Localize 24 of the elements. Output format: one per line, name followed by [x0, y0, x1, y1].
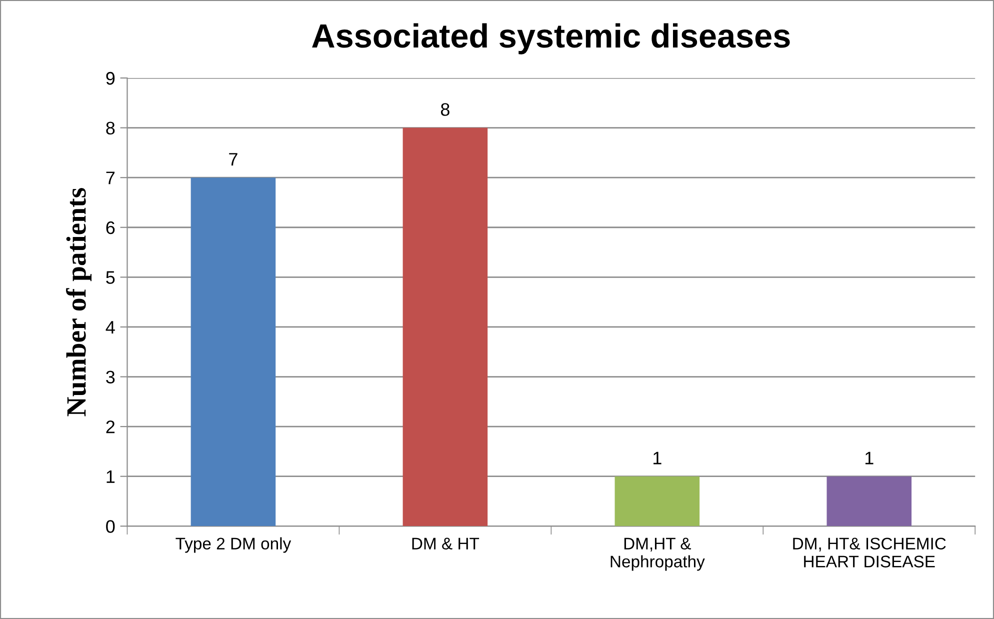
y-tick-label: 1: [106, 470, 115, 483]
y-tick-label: 4: [106, 321, 115, 334]
y-tick-label: 3: [106, 370, 115, 384]
x-tick-label: Type 2 DM only: [176, 537, 292, 553]
y-tick-label: 8: [106, 122, 115, 135]
y-tick-label: 2: [106, 420, 115, 434]
y-tick-label: 7: [106, 172, 115, 184]
x-tick-label: DM,HT & Nephropathy: [610, 538, 705, 571]
bar: [190, 178, 276, 526]
x-tick-label: DM & HT: [412, 538, 480, 550]
bar: [826, 476, 912, 526]
y-tick-label: 5: [106, 271, 115, 284]
bar: [614, 476, 700, 526]
y-tick-label: 6: [106, 221, 115, 234]
data-label: 1: [654, 452, 662, 464]
x-tick-label: DM, HT& ISCHEMIC HEART DISEASE: [793, 538, 946, 568]
data-label: 8: [440, 103, 450, 116]
data-label: 7: [229, 153, 238, 166]
bar: [402, 128, 488, 526]
y-axis-title: Number of patients: [66, 188, 92, 416]
y-tick-label: 0: [106, 520, 115, 533]
data-label: 1: [865, 452, 874, 464]
chart-title: Associated systemic diseases: [312, 23, 790, 54]
y-tick-label: 9: [106, 72, 115, 85]
